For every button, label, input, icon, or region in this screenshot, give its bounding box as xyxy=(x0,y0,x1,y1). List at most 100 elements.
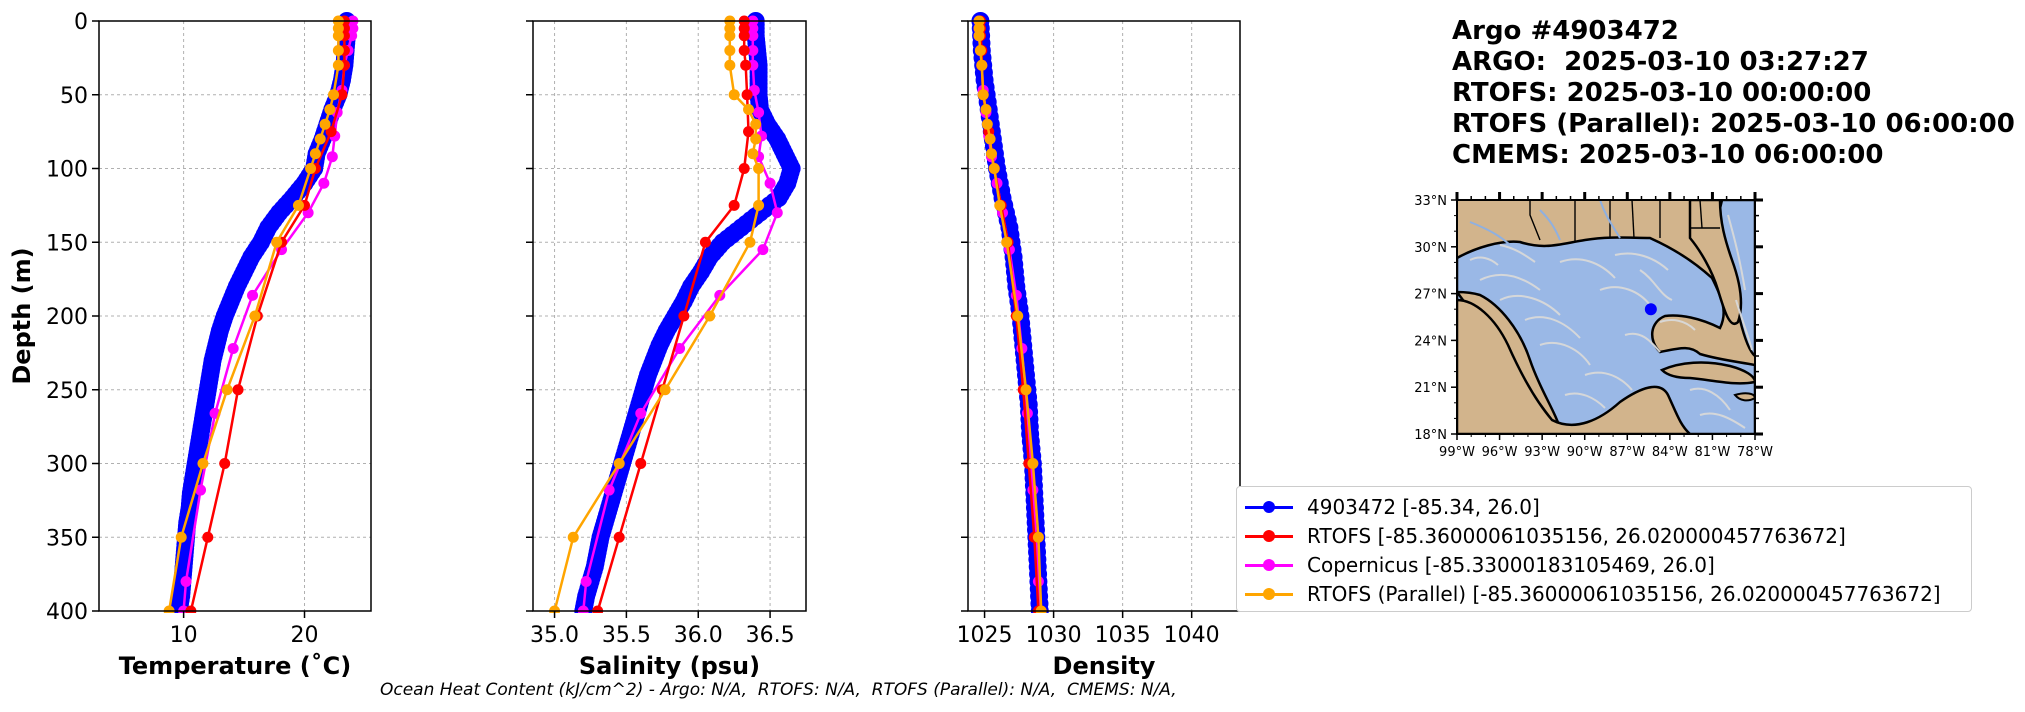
point-parallel-temperature xyxy=(292,199,304,211)
point-parallel-density xyxy=(980,104,992,115)
ytick-label-8: 400 xyxy=(46,600,88,625)
point-parallel-density xyxy=(976,59,988,71)
map-lon-label-4: 87°W xyxy=(1609,445,1645,460)
point-parallel-temperature xyxy=(249,310,261,322)
point-copernicus-salinity xyxy=(580,576,592,587)
map-lon-label-0: 99°W xyxy=(1439,445,1475,460)
point-rtofs-temperature xyxy=(336,89,348,101)
legend: 4903472 [-85.34, 26.0] RTOFS [-85.360000… xyxy=(1236,486,1972,612)
series-group-salinity xyxy=(549,12,801,613)
map-ticks: 33°N 30°N 27°N 24°N 21°N 18°N 99°W 96°W 93°W 90°W… xyxy=(1414,192,1773,460)
point-parallel-temperature xyxy=(197,458,209,469)
legend-label-copernicus: Copernicus [-85.33000183105469, 26.0] xyxy=(1307,553,1715,577)
point-copernicus-salinity xyxy=(674,342,686,354)
xtick-label-salinity-2: 36.0 xyxy=(674,623,723,648)
argo-title: Argo #4903472 xyxy=(1452,16,1679,46)
map-lat-label-2: 27°N xyxy=(1414,288,1447,303)
xlabel-temperature: Temperature (˚C) xyxy=(119,652,352,680)
point-parallel-temperature xyxy=(332,30,344,42)
ytick-label-3: 150 xyxy=(46,231,88,256)
map-lon-label-1: 96°W xyxy=(1482,445,1518,460)
map-mexico-land xyxy=(1457,298,1692,434)
point-parallel-temperature xyxy=(314,133,326,145)
point-rtofs-temperature xyxy=(202,531,214,543)
point-copernicus-salinity xyxy=(753,106,765,118)
point-parallel-density xyxy=(1020,384,1032,396)
point-copernicus-density xyxy=(1032,576,1044,587)
panel-temperature: 10 20050100150200250300350400Temperature … xyxy=(8,10,372,680)
legend-item-argo: 4903472 [-85.34, 26.0] xyxy=(1245,493,1540,521)
point-parallel-temperature xyxy=(324,104,336,115)
point-parallel-salinity xyxy=(744,236,756,248)
point-copernicus-density xyxy=(1027,484,1039,496)
point-rtofs-temperature xyxy=(325,126,337,138)
point-parallel-temperature xyxy=(309,148,321,160)
map-island xyxy=(1733,392,1755,402)
point-parallel-density xyxy=(981,118,993,130)
map-lat-label-1: 30°N xyxy=(1414,241,1447,256)
legend-swatch-parallel xyxy=(1245,584,1293,604)
info-block: Argo #4903472 ARGO: 2025-03-10 03:27:27 … xyxy=(1452,16,2015,171)
point-rtofs-temperature xyxy=(232,384,244,396)
point-parallel-salinity xyxy=(743,104,755,115)
ytick-label-0: 0 xyxy=(74,10,88,35)
axes-frame-density xyxy=(967,20,1241,612)
point-parallel-density xyxy=(1012,310,1024,322)
point-copernicus-temperature xyxy=(195,484,207,496)
xtick-label-temperature-0: 10 xyxy=(170,623,198,648)
point-parallel-density xyxy=(1001,236,1013,248)
legend-label-rtofs: RTOFS [-85.36000061035156, 26.0200004577… xyxy=(1307,524,1846,548)
point-parallel-density xyxy=(988,163,1000,174)
point-parallel-density xyxy=(985,148,997,160)
map-florida xyxy=(1688,200,1743,325)
point-copernicus-temperature xyxy=(180,576,192,587)
ytick-label-6: 300 xyxy=(46,453,88,478)
point-rtofs-salinity xyxy=(743,126,755,138)
point-parallel-salinity xyxy=(613,458,625,469)
map-lon-label-6: 81°W xyxy=(1694,445,1730,460)
point-parallel-salinity xyxy=(753,199,765,211)
point-copernicus-salinity xyxy=(603,484,615,496)
series-group-density xyxy=(971,12,1049,613)
map-lat-label-3: 24°N xyxy=(1414,334,1447,349)
xtick-label-salinity-1: 35.5 xyxy=(602,623,651,648)
point-copernicus-temperature xyxy=(318,177,330,189)
xtick-label-density-1: 1030 xyxy=(1026,623,1082,648)
point-rtofs-salinity xyxy=(635,458,647,469)
legend-label-argo: 4903472 [-85.34, 26.0] xyxy=(1307,495,1540,519)
point-copernicus-salinity xyxy=(757,244,769,256)
point-rtofs-salinity xyxy=(741,89,753,101)
map-rivers xyxy=(1469,200,1621,246)
point-parallel-salinity xyxy=(567,531,579,543)
ohc-footer: Ocean Heat Content (kJ/cm^2) - Argo: N/A… xyxy=(380,680,1177,700)
point-parallel-temperature xyxy=(271,236,283,248)
legend-item-parallel: RTOFS (Parallel) [-85.36000061035156, 26… xyxy=(1245,580,1941,608)
profile-panels: 10 20050100150200250300350400Temperature … xyxy=(8,10,1241,680)
point-parallel-salinity xyxy=(753,163,765,174)
point-copernicus-salinity xyxy=(771,207,783,219)
panel-salinity: 35.0 35.5 36.0 36.5 Salinity (psu) xyxy=(526,12,807,680)
point-parallel-density xyxy=(994,199,1006,211)
map-current-streamlines xyxy=(1469,214,1753,429)
point-parallel-density xyxy=(1027,458,1039,469)
point-parallel-temperature xyxy=(221,384,233,396)
ytick-label-2: 100 xyxy=(46,158,88,183)
point-parallel-density xyxy=(984,133,996,145)
point-rtofs-salinity xyxy=(738,45,750,56)
point-copernicus-salinity xyxy=(635,407,647,419)
point-copernicus-temperature xyxy=(247,289,259,301)
point-copernicus-salinity xyxy=(747,30,759,42)
map-lat-label-4: 21°N xyxy=(1414,381,1447,396)
point-rtofs-salinity xyxy=(699,236,711,248)
point-parallel-density xyxy=(977,89,989,101)
legend-swatch-copernicus xyxy=(1245,555,1293,575)
xtick-label-salinity-3: 36.5 xyxy=(746,623,795,648)
point-parallel-temperature xyxy=(328,89,340,101)
point-parallel-salinity xyxy=(724,45,736,56)
xtick-label-density-2: 1035 xyxy=(1095,623,1151,648)
rtofs-time: RTOFS: 2025-03-10 00:00:00 xyxy=(1452,78,1872,108)
ytick-label-5: 250 xyxy=(46,379,88,404)
point-rtofs-salinity xyxy=(738,30,750,42)
cmems-time: CMEMS: 2025-03-10 06:00:00 xyxy=(1452,140,1884,170)
legend-item-copernicus: Copernicus [-85.33000183105469, 26.0] xyxy=(1245,551,1715,579)
